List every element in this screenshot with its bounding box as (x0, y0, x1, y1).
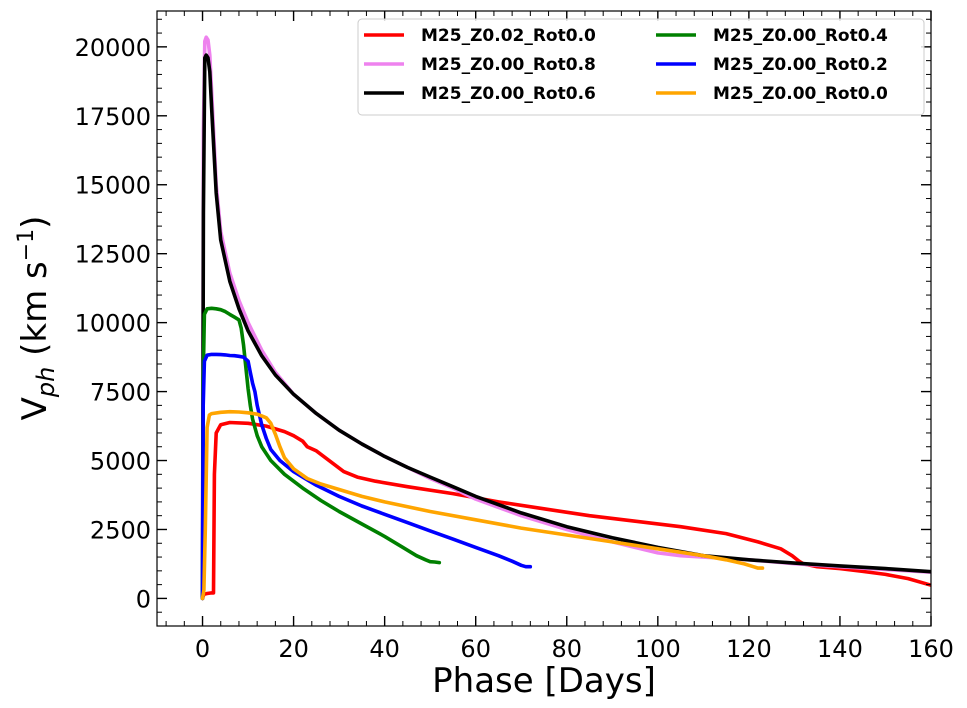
plot-area: 0 20 40 60 80 100 120 140 160 0 2500 5000 7500 10000 1… (75, 10, 954, 663)
x-tick-label: 100 (635, 635, 681, 663)
x-axis-label: Phase [Days] (432, 661, 656, 701)
plot-frame (156, 10, 932, 627)
y-axis-label-unit: (km s (15, 261, 55, 366)
y-tick-label: 10000 (75, 310, 151, 338)
y-tick-label: 2500 (90, 516, 151, 544)
y-tick-label: 17500 (75, 103, 151, 131)
legend-label: M25_Z0.00_Rot0.8 (421, 55, 596, 75)
y-tick-label: 7500 (90, 379, 151, 407)
legend-label: M25_Z0.00_Rot0.6 (421, 84, 596, 104)
legend-label: M25_Z0.00_Rot0.4 (713, 26, 888, 46)
y-tick-label: 0 (136, 585, 151, 613)
legend-label: M25_Z0.00_Rot0.0 (713, 84, 888, 104)
legend-box (357, 18, 925, 116)
x-tick-label: 140 (817, 635, 863, 663)
y-tick-label: 15000 (75, 172, 151, 200)
legend: M25_Z0.02_Rot0.0 M25_Z0.00_Rot0.8 M25_Z0.0… (357, 18, 925, 116)
legend-label: M25_Z0.02_Rot0.0 (421, 26, 596, 46)
legend-label: M25_Z0.00_Rot0.2 (713, 55, 888, 75)
ticks-layer: 0 20 40 60 80 100 120 140 160 0 2500 5000 7500 10000 1… (75, 11, 954, 663)
y-tick-label: 20000 (75, 34, 151, 62)
y-axis-label-sup: −1 (14, 229, 39, 261)
x-tick-label: 120 (726, 635, 772, 663)
series-line-6 (200, 409, 765, 601)
series-line-5 (200, 352, 533, 601)
x-tick-label: 80 (551, 635, 582, 663)
y-axis-label-sub: ph (32, 367, 60, 398)
x-tick-label: 0 (195, 635, 210, 663)
x-tick-label: 160 (908, 635, 954, 663)
y-axis-label-close: ) (15, 216, 55, 229)
y-axis-label: Vph (km s−1) (14, 216, 60, 421)
series-layer (200, 35, 931, 601)
y-axis-label-main: V (15, 397, 55, 420)
x-tick-label: 60 (460, 635, 491, 663)
y-tick-label: 5000 (90, 448, 151, 476)
x-tick-label: 20 (278, 635, 309, 663)
x-tick-label: 40 (369, 635, 400, 663)
y-tick-label: 12500 (75, 241, 151, 269)
